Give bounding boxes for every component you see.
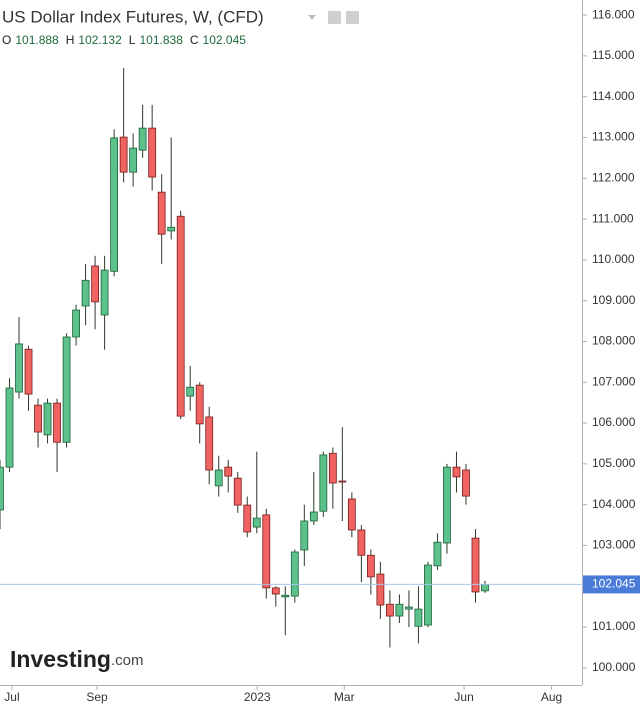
gear-icon[interactable] [346,11,359,24]
candle-body [0,466,4,511]
candle-body [24,348,33,395]
y-tick-label: 107.000 [592,374,636,388]
candle-body [53,402,61,443]
price-label-bg [583,575,640,594]
y-tick-label: 114.000 [592,89,635,103]
candle-body [319,454,328,512]
candle-body [195,384,204,425]
candle-body [110,137,119,272]
candle-body [214,469,223,487]
x-tick-label: Aug [541,690,562,704]
candle-body [357,529,366,556]
candle-body [452,466,461,478]
candle-body [43,402,52,436]
y-tick-label: 105.000 [592,456,636,470]
x-tick-label: Jun [454,690,473,704]
candle-body [309,511,318,522]
ohlc-value: 102.045 [203,33,247,47]
x-tick-label: 2023 [244,690,271,704]
candle-body [300,520,309,551]
y-tick-label: 100.000 [592,660,636,674]
candle-body [424,564,432,626]
candle-body [414,608,423,627]
candle-body [262,514,271,589]
candle-body [148,127,157,178]
y-tick-label: 112.000 [592,170,635,184]
y-tick-label: 115.000 [592,48,635,62]
plot-area [0,68,489,648]
candle-body [119,136,128,173]
ohlc-legend: O 101.888 H 102.132 L 101.838 C 102.045 [2,33,246,47]
chart-title: US Dollar Index Futures, W, (CFD) [2,7,264,26]
candle-body [433,541,442,567]
price-label: 102.045 [592,577,636,591]
candle-body [395,603,404,617]
candle-body [481,584,489,592]
y-tick-label: 109.000 [592,293,636,307]
candle-body [205,416,214,471]
candle-body [338,480,347,483]
ohlc-value: 101.838 [139,33,183,47]
candle-body [233,477,242,506]
candle-body [81,279,90,307]
y-tick-label: 106.000 [592,415,636,429]
dropdown-icon[interactable] [308,15,316,20]
ohlc-value: 102.132 [78,33,122,47]
candle-body [243,504,252,533]
candle-body [281,594,290,598]
candle-body [462,469,470,497]
candle-body [252,517,261,528]
y-tick-label: 111.000 [592,211,634,225]
candle-body [91,265,99,303]
candle-body [224,466,233,477]
candle-body [405,606,413,610]
x-tick-label: Jul [4,690,19,704]
candle-body [376,573,385,606]
brand-suffix: .com [111,652,144,669]
ohlc-key: C [190,33,199,47]
candle-body [186,386,195,397]
y-tick-label: 101.000 [592,619,636,633]
candle-body [15,343,23,393]
y-tick-label: 110.000 [592,252,635,266]
ohlc-key: O [2,33,11,47]
ohlc-value: 101.888 [15,33,59,47]
y-tick-label: 103.000 [592,538,636,552]
y-tick-label: 104.000 [592,497,636,511]
candle-body [471,537,480,593]
candle-body [72,309,80,338]
candle-body [129,147,138,173]
candle-body [100,269,109,316]
y-tick-label: 108.000 [592,334,636,348]
ohlc-key: L [129,33,136,47]
candle-body [443,466,451,544]
settings-icon[interactable] [328,11,341,24]
candle-body [34,404,42,433]
candle-body [290,551,299,597]
candle-body [157,191,166,235]
candle-body [366,554,375,578]
candle-body [271,587,280,595]
candle-body [167,226,176,232]
candle-body [328,452,337,484]
candle-body [386,603,394,617]
brand: Investing [10,646,111,672]
y-tick-label: 116.000 [592,7,635,21]
ohlc-key: H [66,33,75,47]
x-tick-label: Sep [86,690,108,704]
brand-logo: Investing.com [10,646,143,672]
candle-body [347,498,356,531]
x-tick-label: Mar [334,690,355,704]
header-bg [0,6,580,50]
candle-body [62,336,71,443]
candle-body [176,215,185,417]
y-tick-label: 113.000 [592,130,635,144]
candle-body [5,387,14,468]
candle-body [138,127,147,151]
